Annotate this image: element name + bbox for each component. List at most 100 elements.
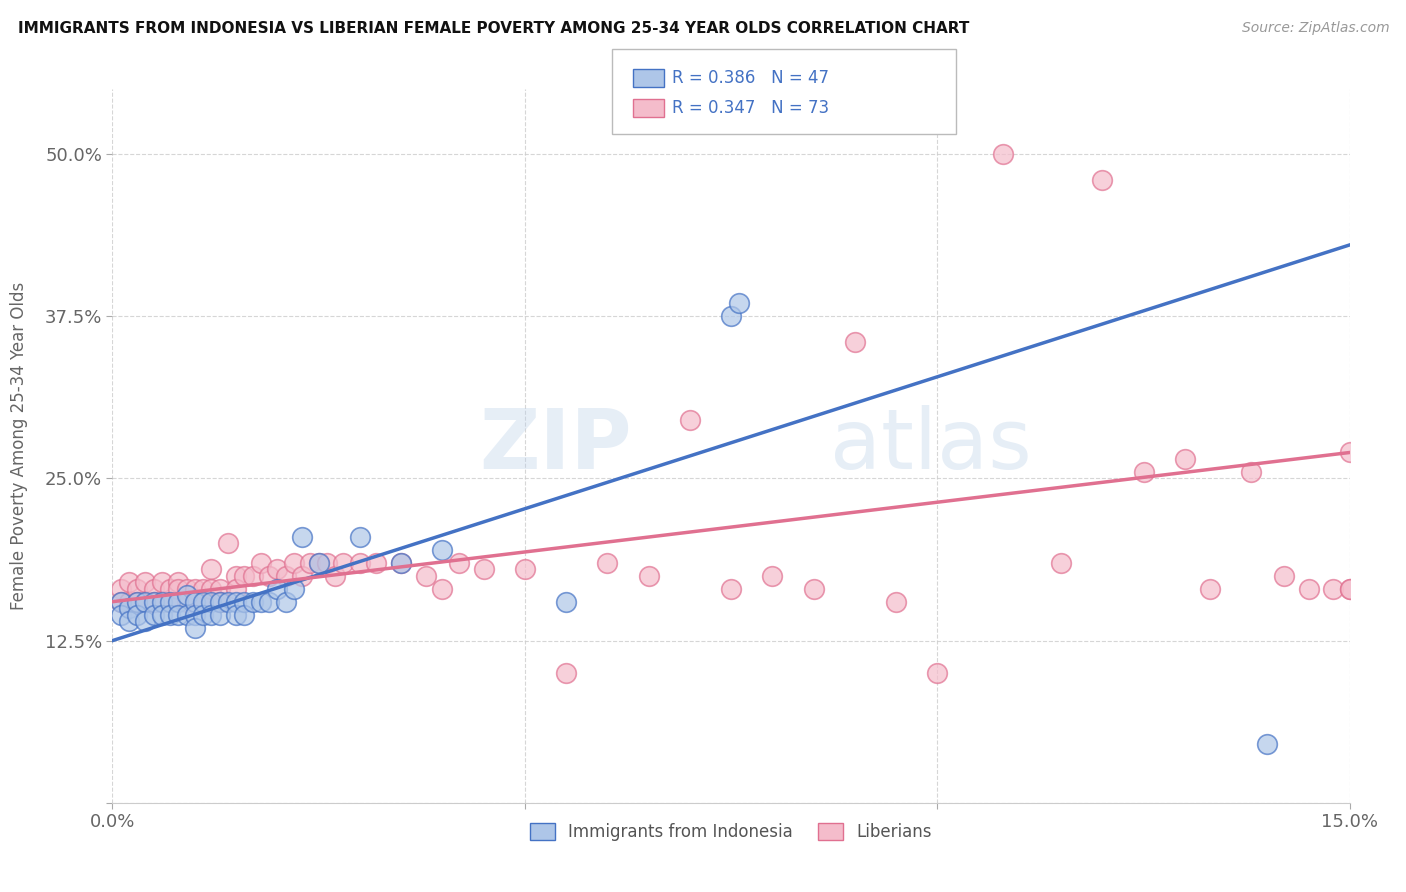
Point xyxy=(389,556,412,570)
Point xyxy=(720,310,742,324)
Point xyxy=(761,568,783,582)
Point xyxy=(1339,582,1361,596)
Point xyxy=(349,556,371,570)
Point xyxy=(167,607,190,622)
Point xyxy=(884,595,907,609)
Point xyxy=(110,607,132,622)
Point xyxy=(308,556,330,570)
Legend: Immigrants from Indonesia, Liberians: Immigrants from Indonesia, Liberians xyxy=(523,816,939,848)
Point xyxy=(447,556,470,570)
Point xyxy=(283,556,305,570)
Point xyxy=(184,582,207,596)
Point xyxy=(200,595,222,609)
Point xyxy=(1298,582,1320,596)
Point xyxy=(291,568,314,582)
Point xyxy=(184,595,207,609)
Point xyxy=(1256,738,1278,752)
Point xyxy=(159,582,181,596)
Point xyxy=(110,582,132,596)
Point xyxy=(472,562,495,576)
Point xyxy=(596,556,619,570)
Text: Source: ZipAtlas.com: Source: ZipAtlas.com xyxy=(1241,21,1389,35)
Point xyxy=(332,556,354,570)
Text: R = 0.386   N = 47: R = 0.386 N = 47 xyxy=(672,69,830,87)
Point xyxy=(208,607,231,622)
Point xyxy=(118,614,141,628)
Point xyxy=(323,568,346,582)
Point xyxy=(432,542,454,557)
Point xyxy=(134,595,156,609)
Point xyxy=(142,595,165,609)
Point xyxy=(349,530,371,544)
Point xyxy=(1091,173,1114,187)
Point xyxy=(274,595,297,609)
Point xyxy=(217,595,239,609)
Point xyxy=(176,582,198,596)
Point xyxy=(159,595,181,609)
Point xyxy=(127,607,149,622)
Point xyxy=(225,607,247,622)
Point xyxy=(1174,452,1197,467)
Point xyxy=(200,607,222,622)
Point xyxy=(184,621,207,635)
Point xyxy=(555,595,578,609)
Point xyxy=(225,568,247,582)
Point xyxy=(366,556,388,570)
Point xyxy=(1240,465,1263,479)
Point xyxy=(257,595,280,609)
Point xyxy=(1198,582,1220,596)
Point xyxy=(993,147,1015,161)
Point xyxy=(274,568,297,582)
Point xyxy=(257,568,280,582)
Point xyxy=(142,582,165,596)
Point xyxy=(299,556,322,570)
Point xyxy=(208,582,231,596)
Point xyxy=(167,575,190,590)
Point xyxy=(291,530,314,544)
Point xyxy=(184,607,207,622)
Point xyxy=(127,582,149,596)
Point xyxy=(266,562,288,576)
Point xyxy=(389,556,412,570)
Point xyxy=(316,556,339,570)
Point xyxy=(150,607,173,622)
Point xyxy=(1322,582,1344,596)
Point xyxy=(110,595,132,609)
Point xyxy=(283,582,305,596)
Point xyxy=(150,595,173,609)
Point xyxy=(193,582,215,596)
Point xyxy=(184,595,207,609)
Point xyxy=(728,296,751,310)
Point xyxy=(167,582,190,596)
Point xyxy=(1339,445,1361,459)
Text: IMMIGRANTS FROM INDONESIA VS LIBERIAN FEMALE POVERTY AMONG 25-34 YEAR OLDS CORRE: IMMIGRANTS FROM INDONESIA VS LIBERIAN FE… xyxy=(18,21,970,36)
Point xyxy=(242,595,264,609)
Point xyxy=(208,595,231,609)
Point xyxy=(1132,465,1154,479)
Text: atlas: atlas xyxy=(830,406,1032,486)
Point xyxy=(242,568,264,582)
Point xyxy=(159,607,181,622)
Point xyxy=(142,595,165,609)
Point xyxy=(225,582,247,596)
Text: R = 0.347   N = 73: R = 0.347 N = 73 xyxy=(672,99,830,117)
Y-axis label: Female Poverty Among 25-34 Year Olds: Female Poverty Among 25-34 Year Olds xyxy=(10,282,28,610)
Point xyxy=(208,595,231,609)
Point xyxy=(134,614,156,628)
Point xyxy=(127,595,149,609)
Point xyxy=(803,582,825,596)
Point xyxy=(176,588,198,602)
Point xyxy=(167,595,190,609)
Point xyxy=(927,666,949,681)
Point xyxy=(679,413,702,427)
Point xyxy=(127,595,149,609)
Point xyxy=(415,568,437,582)
Point xyxy=(432,582,454,596)
Point xyxy=(233,607,256,622)
Point xyxy=(176,607,198,622)
Point xyxy=(110,595,132,609)
Point xyxy=(134,575,156,590)
Point xyxy=(637,568,659,582)
Point xyxy=(193,595,215,609)
Point xyxy=(118,575,141,590)
